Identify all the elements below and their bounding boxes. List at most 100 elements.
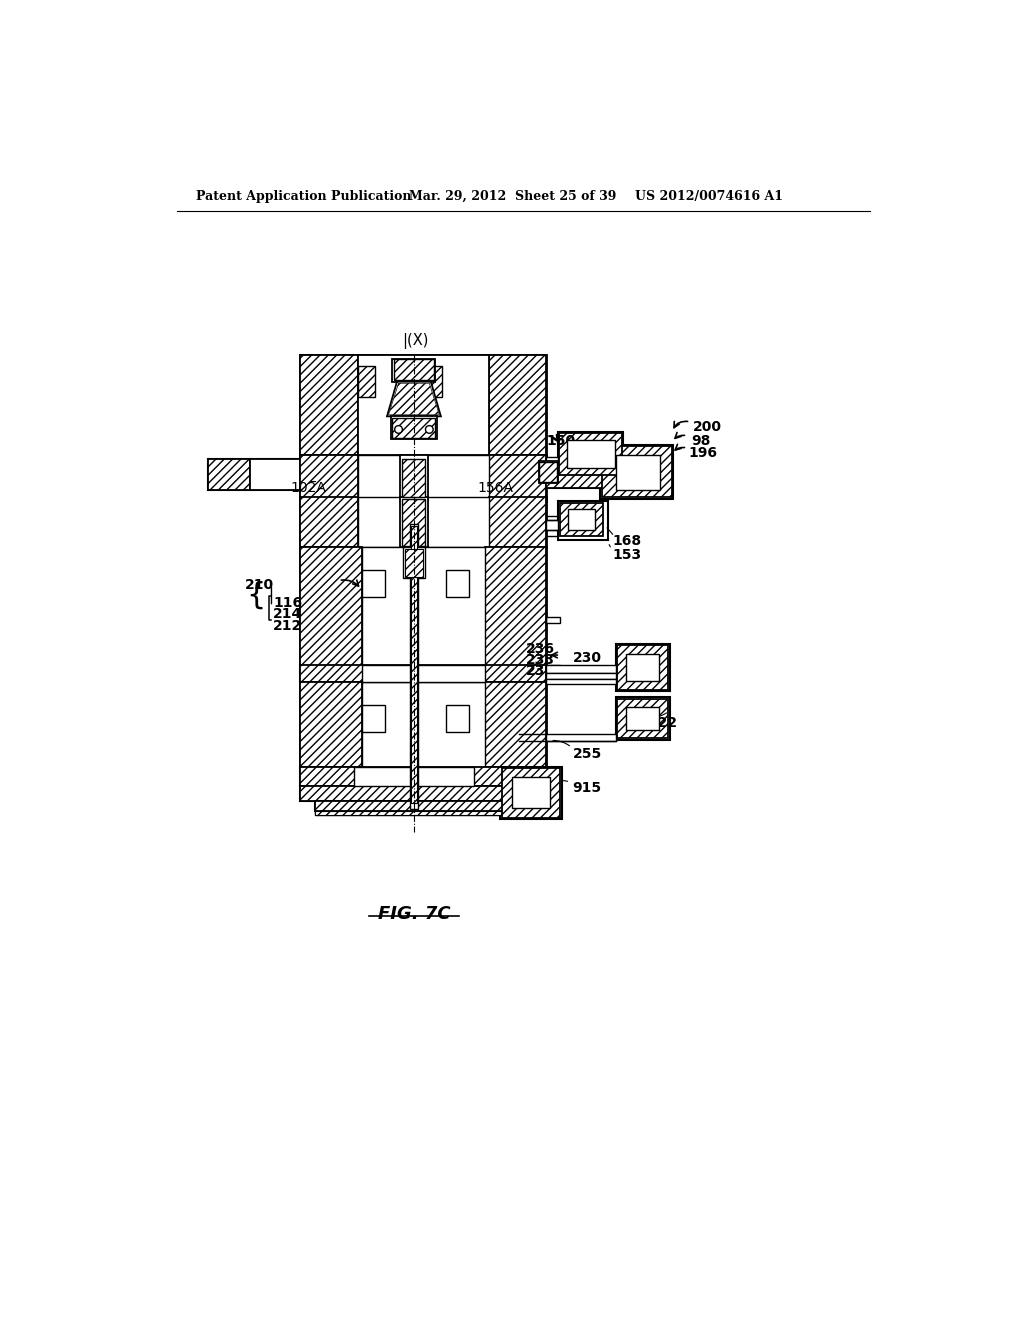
Bar [357,355,488,462]
Bar [558,502,608,540]
Bar [547,678,615,684]
Text: 116: 116 [273,595,302,610]
Text: 233: 233 [525,653,555,667]
Text: 214: 214 [273,607,302,620]
Bar [315,801,531,810]
Bar [547,734,615,741]
Bar [627,706,658,730]
Bar [446,570,469,598]
Text: Patent Application Publication: Patent Application Publication [196,190,412,203]
Bar [567,441,614,469]
Bar [315,801,531,810]
Text: {: { [246,581,265,610]
Bar [402,499,425,545]
Bar [425,367,442,397]
Bar [394,359,434,380]
Bar [300,665,547,682]
Bar [300,355,547,462]
Bar [403,548,425,578]
Bar [540,462,557,482]
Bar [300,548,547,667]
Bar [250,459,300,490]
Polygon shape [387,381,441,416]
Bar [547,459,608,488]
Bar [391,416,437,440]
Bar [617,700,668,738]
Text: FIG. 7C: FIG. 7C [378,906,451,923]
Bar [361,705,385,733]
Text: |(X): |(X) [402,334,429,350]
Bar [615,697,670,739]
Bar [547,457,558,466]
Bar [400,455,428,502]
Circle shape [425,425,433,433]
Bar [357,498,488,548]
Text: 236: 236 [525,642,555,656]
Bar [568,508,595,531]
Bar [547,665,560,682]
Bar [484,682,547,767]
Bar [615,644,670,692]
Bar [392,418,435,438]
Bar [404,549,423,577]
Bar [547,673,615,678]
Bar [300,355,357,462]
Bar [600,445,674,499]
Bar [300,498,357,548]
Bar [500,767,562,818]
Bar [539,461,558,483]
Bar [357,455,488,502]
Bar [547,459,608,488]
Bar [617,645,668,689]
Bar [361,548,484,667]
Text: 232: 232 [525,664,555,677]
Bar [300,455,357,502]
Bar [410,524,418,809]
Bar [400,498,428,548]
Text: 98: 98 [691,434,711,447]
Bar [357,367,375,397]
Bar [488,355,547,462]
Bar [512,776,550,808]
Bar [208,459,250,490]
Bar [558,432,624,477]
Bar [361,570,385,598]
Bar [361,665,484,682]
Bar [315,810,531,816]
Bar [627,653,658,681]
Bar [547,520,558,529]
Bar [300,767,547,785]
Bar [559,433,622,475]
Bar [411,525,417,803]
Bar [615,455,660,490]
Bar [300,785,547,801]
Text: 922: 922 [648,715,677,730]
Bar [488,455,547,502]
Bar [300,455,547,502]
Bar [300,682,547,767]
Bar [547,665,615,673]
Text: 915: 915 [571,780,601,795]
Bar [488,498,547,548]
Bar [208,459,300,490]
Text: 168: 168 [612,535,642,548]
Text: 156A: 156A [477,480,513,495]
Bar [300,665,547,682]
Text: 230: 230 [572,651,601,665]
Text: 210: 210 [245,578,273,593]
Bar [300,682,361,767]
Bar [502,768,560,817]
Bar [392,359,435,381]
Text: 255: 255 [573,747,602,760]
Text: 102A: 102A [290,480,326,495]
Bar [484,548,547,667]
Bar [300,498,547,548]
Text: 200: 200 [692,420,722,434]
Text: 196: 196 [688,446,717,461]
Text: 212: 212 [273,619,302,632]
Bar [300,785,547,801]
Text: Mar. 29, 2012  Sheet 25 of 39: Mar. 29, 2012 Sheet 25 of 39 [410,190,616,203]
Bar [560,503,602,536]
Circle shape [394,425,402,433]
Bar [361,682,484,767]
